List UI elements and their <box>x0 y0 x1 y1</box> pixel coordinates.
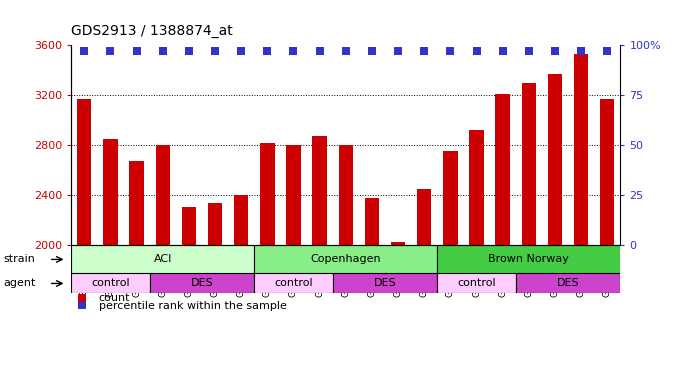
Text: DES: DES <box>557 279 580 288</box>
Bar <box>574 54 589 245</box>
Bar <box>338 145 353 245</box>
Bar <box>600 99 614 245</box>
Bar <box>437 245 620 273</box>
Point <box>77 303 87 309</box>
Bar <box>129 162 144 245</box>
Point <box>79 48 89 54</box>
Point <box>262 48 273 54</box>
Point <box>602 48 613 54</box>
Point <box>288 48 299 54</box>
Bar <box>391 242 405 245</box>
Point <box>314 48 325 54</box>
Bar <box>103 139 117 245</box>
Bar <box>77 99 92 245</box>
Bar <box>182 207 196 245</box>
Bar <box>208 203 222 245</box>
Bar <box>254 273 333 294</box>
Bar <box>516 273 620 294</box>
Point <box>523 48 534 54</box>
Point <box>576 48 586 54</box>
Bar <box>254 245 437 273</box>
Bar <box>469 130 483 245</box>
Text: control: control <box>274 279 313 288</box>
Point <box>77 295 87 301</box>
Text: strain: strain <box>3 254 35 264</box>
Text: control: control <box>457 279 496 288</box>
Bar <box>437 273 516 294</box>
Point <box>131 48 142 54</box>
Bar <box>71 273 150 294</box>
Point <box>236 48 247 54</box>
Point <box>367 48 378 54</box>
Text: control: control <box>91 279 129 288</box>
Point <box>184 48 195 54</box>
Text: percentile rank within the sample: percentile rank within the sample <box>99 301 287 311</box>
Bar <box>333 273 437 294</box>
Point <box>550 48 561 54</box>
Bar <box>71 245 254 273</box>
Bar <box>313 136 327 245</box>
Bar <box>496 94 510 245</box>
Bar <box>150 273 254 294</box>
Text: ACI: ACI <box>153 254 172 264</box>
Text: count: count <box>99 292 130 303</box>
Point <box>497 48 508 54</box>
Text: DES: DES <box>191 279 214 288</box>
Text: DES: DES <box>374 279 397 288</box>
Bar <box>260 142 275 245</box>
Point <box>105 48 116 54</box>
Bar <box>521 82 536 245</box>
Bar <box>365 198 379 245</box>
Point <box>340 48 351 54</box>
Text: Copenhagen: Copenhagen <box>311 254 381 264</box>
Bar <box>443 152 458 245</box>
Point <box>157 48 168 54</box>
Point <box>393 48 403 54</box>
Point <box>419 48 430 54</box>
Bar <box>417 189 431 245</box>
Bar <box>234 195 248 245</box>
Bar <box>548 74 562 245</box>
Point <box>471 48 482 54</box>
Point <box>445 48 456 54</box>
Bar <box>286 145 300 245</box>
Text: Brown Norway: Brown Norway <box>488 254 570 264</box>
Text: GDS2913 / 1388874_at: GDS2913 / 1388874_at <box>71 24 233 38</box>
Point <box>210 48 220 54</box>
Bar <box>155 145 170 245</box>
Text: agent: agent <box>3 279 36 288</box>
